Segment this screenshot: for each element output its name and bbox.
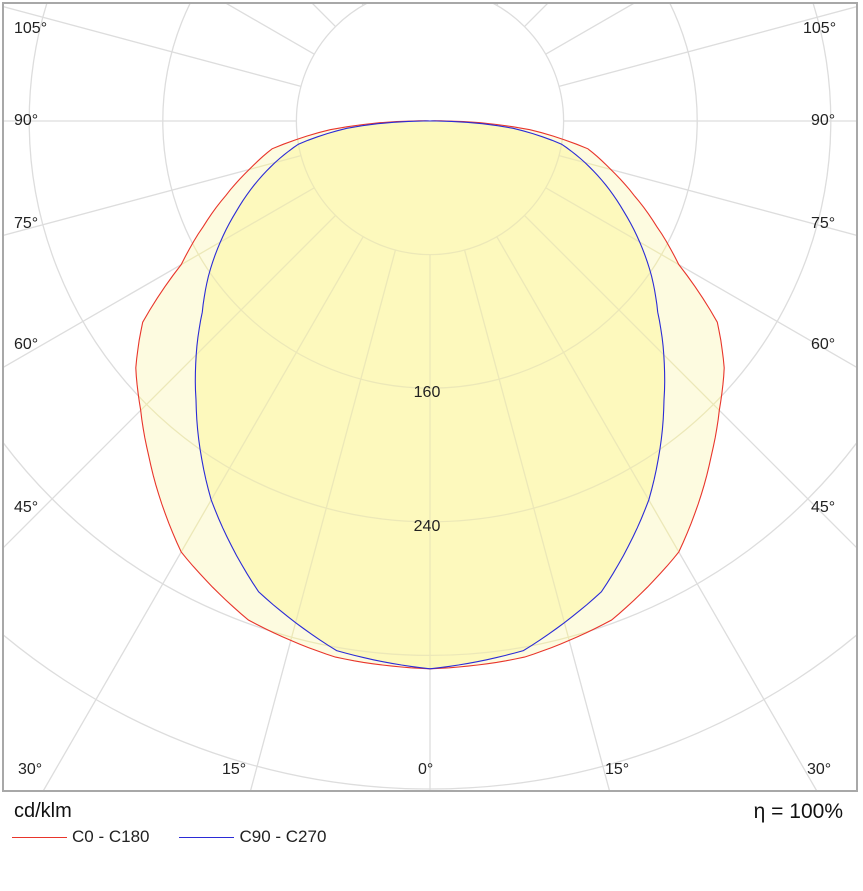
angle-label-right: 60° — [811, 336, 835, 353]
radial-label-240: 240 — [414, 518, 441, 535]
angle-label-left: 60° — [14, 336, 38, 353]
angle-label-right: 75° — [811, 215, 835, 232]
angle-label-left: 105° — [14, 20, 47, 37]
angle-label-left: 15° — [222, 761, 246, 778]
legend: C0 - C180 C90 - C270 — [12, 827, 356, 847]
angle-label-right: 30° — [807, 761, 831, 778]
blue-line-icon — [179, 836, 235, 838]
angle-label-right: 90° — [811, 112, 835, 129]
legend-item-c90-c270: C90 - C270 — [179, 827, 326, 847]
c90-c270-curve — [194, 120, 666, 670]
angle-label-right: 105° — [803, 20, 836, 37]
angle-label-left: 30° — [18, 761, 42, 778]
angle-label-left: 75° — [14, 215, 38, 232]
efficiency-label: η = 100% — [753, 800, 843, 823]
radial-label-160: 160 — [414, 384, 441, 401]
angle-label-right: 45° — [811, 499, 835, 516]
angle-labels: 105° 90° 75° 60° 45° 30° 15° 105° 90° 75° 60° 45° 30… — [14, 20, 836, 778]
polar-intensity-chart: 105° 90° 75° 60° 45° 30° 15° 105° 90° 75° 60° 45° 30… — [2, 2, 858, 792]
angle-label-right: 15° — [605, 761, 629, 778]
angle-label-left: 90° — [14, 112, 38, 129]
legend-label: C90 - C270 — [239, 827, 327, 846]
angle-label-left: 45° — [14, 499, 38, 516]
plot-frame — [2, 2, 858, 792]
angle-label-bottom: 0° — [418, 761, 433, 778]
legend-item-c0-c180: C0 - C180 — [12, 827, 149, 847]
unit-label: cd/klm — [14, 800, 72, 822]
red-line-icon — [12, 836, 67, 838]
legend-label: C0 - C180 — [72, 827, 150, 846]
